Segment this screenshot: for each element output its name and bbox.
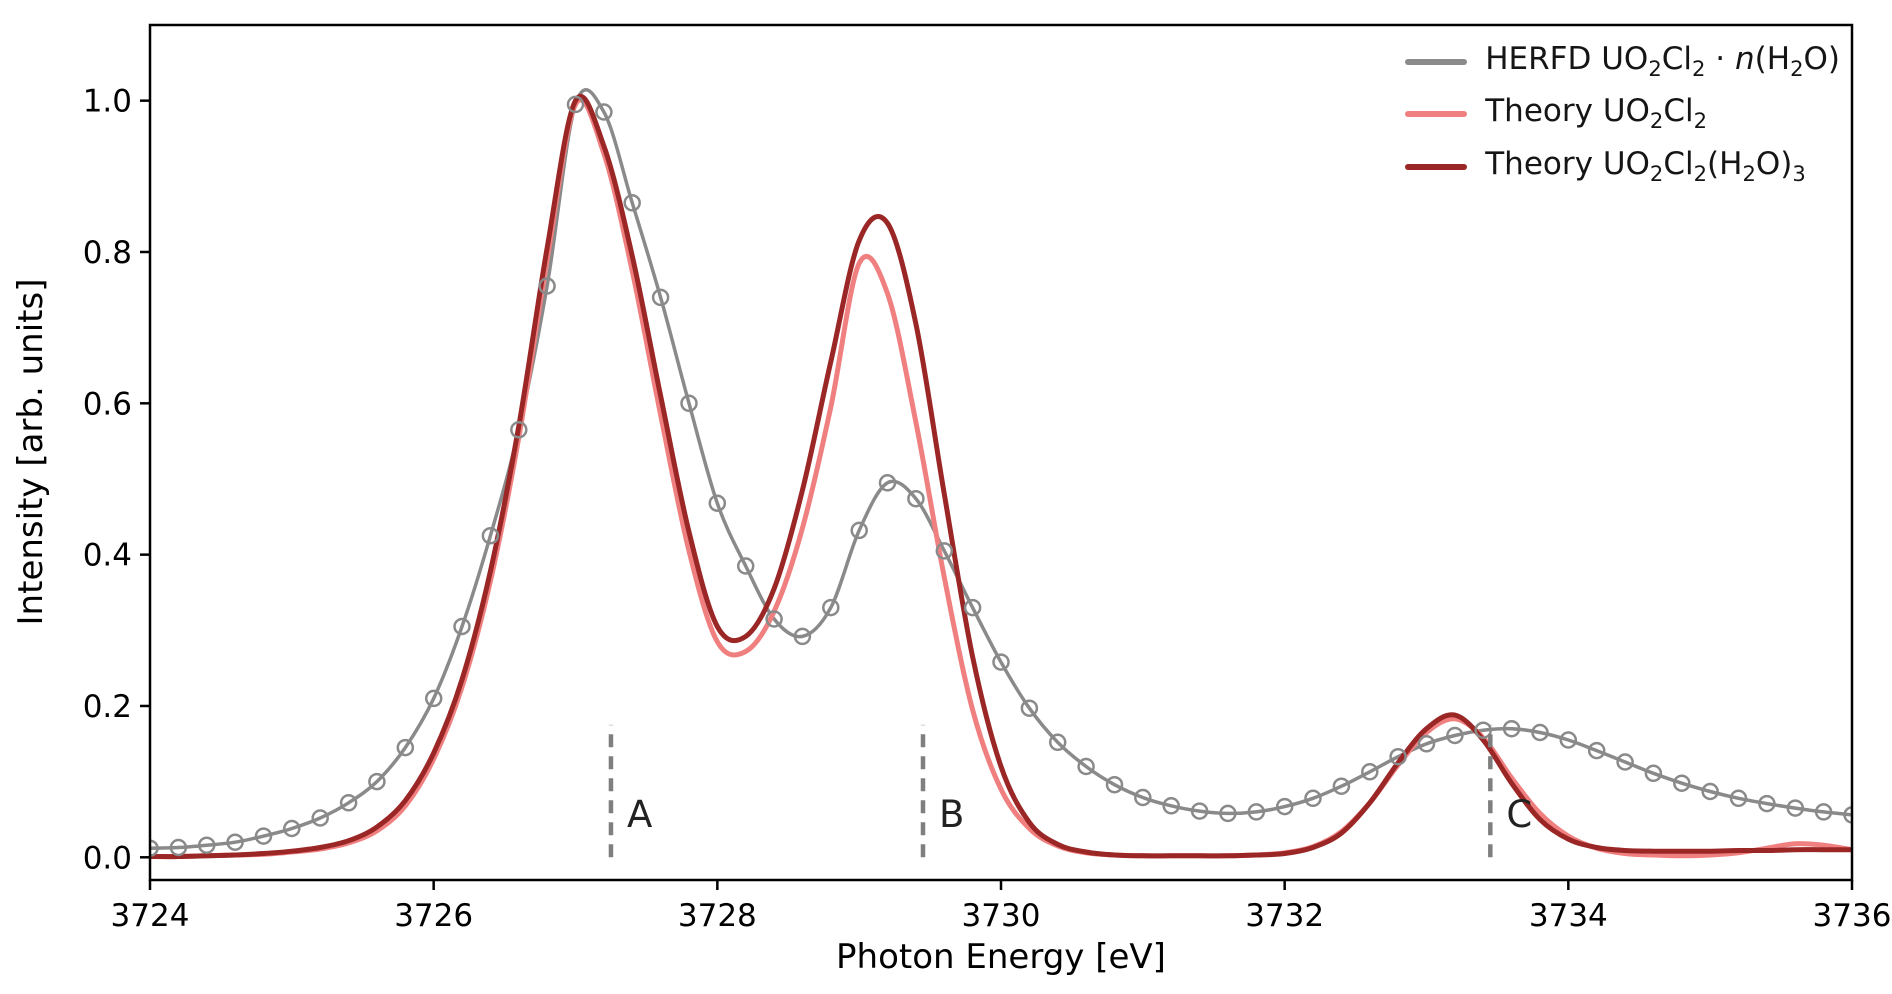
data-marker (935, 542, 954, 560)
data-marker (311, 809, 329, 827)
data-marker (708, 494, 727, 512)
y-tick-label: 0.6 (83, 386, 132, 422)
data-marker (651, 288, 670, 307)
legend-entry-label: HERFD UO2Cl2 · n(H2O) (1485, 41, 1840, 82)
data-marker (169, 838, 188, 857)
y-tick-label: 1.0 (83, 84, 132, 120)
data-marker (1389, 747, 1407, 766)
legend-entry-label: Theory UO2Cl2(H2O)3 (1485, 145, 1806, 187)
legend-entry-3: Theory UO2Cl2(H2O)3 (1405, 145, 1840, 187)
data-marker (1162, 797, 1180, 815)
y-axis: 0.0 0.2 0.4 0.6 0.8 1.0 (83, 84, 150, 876)
data-marker (481, 526, 500, 545)
x-tick-label: 3732 (1245, 898, 1324, 934)
data-marker (1361, 763, 1379, 781)
data-marker (396, 738, 415, 757)
data-marker (368, 772, 386, 791)
feature-markers-group: A B C (608, 724, 1532, 858)
legend-entry-label: Theory UO2Cl2 (1485, 93, 1708, 134)
data-marker (1644, 764, 1663, 783)
y-tick-label: 0.8 (83, 235, 132, 271)
data-marker (197, 836, 216, 854)
data-marker (226, 833, 244, 851)
data-marker (283, 819, 301, 838)
data-marker (1843, 806, 1852, 824)
legend-entry-1: HERFD UO2Cl2 · n(H2O) (1405, 41, 1840, 82)
series-group (150, 88, 1852, 860)
legend-line-sample (1405, 58, 1468, 65)
data-marker (1673, 774, 1691, 792)
data-marker (1474, 721, 1492, 739)
data-marker (1134, 788, 1152, 807)
data-marker (850, 521, 868, 540)
series-markers-herfd (150, 95, 1852, 857)
data-marker (339, 794, 358, 812)
legend-line-sample (1405, 111, 1468, 118)
data-marker (1729, 789, 1748, 808)
data-marker (736, 557, 755, 575)
data-marker (878, 474, 897, 492)
data-marker (1502, 719, 1521, 738)
series-line-herfd (150, 88, 1852, 850)
data-marker (1048, 733, 1067, 752)
y-axis-label: Intensity [arb. units] (11, 279, 51, 626)
data-marker (765, 610, 783, 628)
data-marker (1616, 753, 1634, 771)
data-marker (793, 627, 812, 646)
x-axis: 3724 3726 3728 3730 3732 3734 3736 (111, 880, 1892, 934)
data-marker (1275, 797, 1294, 816)
data-marker (254, 827, 273, 845)
data-marker (1219, 804, 1237, 823)
data-marker (1304, 789, 1322, 808)
data-marker (1446, 726, 1464, 745)
data-marker (1247, 803, 1266, 821)
feature-label-B: B (939, 793, 964, 836)
data-marker (150, 839, 159, 857)
data-marker (453, 617, 471, 636)
data-marker (538, 277, 556, 295)
data-marker (992, 653, 1010, 671)
data-marker (680, 394, 698, 413)
data-marker (1786, 799, 1805, 817)
data-marker (566, 95, 585, 114)
data-marker (907, 489, 925, 508)
data-marker (1559, 731, 1578, 749)
legend: HERFD UO2Cl2 · n(H2O) Theory UO2Cl2 Theory… (1405, 41, 1840, 187)
data-marker (1105, 775, 1124, 794)
y-tick-label: 0.0 (83, 840, 132, 876)
data-marker (1758, 794, 1776, 813)
legend-line-sample (1405, 163, 1468, 170)
data-marker (822, 598, 840, 617)
data-marker (510, 421, 528, 439)
x-axis-label: Photon Energy [eV] (836, 937, 1166, 977)
x-tick-label: 3734 (1529, 898, 1608, 934)
data-marker (1814, 803, 1833, 821)
y-tick-label: 0.4 (83, 538, 132, 574)
data-marker (595, 103, 613, 121)
y-tick-label: 0.2 (83, 689, 132, 725)
data-marker (1190, 802, 1209, 820)
data-marker (623, 194, 641, 212)
legend-entry-2: Theory UO2Cl2 (1405, 94, 1840, 133)
series-line-theory-uo2cl2-h2o3 (150, 93, 1852, 860)
feature-label-C: C (1506, 793, 1532, 836)
x-tick-label: 3724 (111, 898, 190, 934)
x-tick-label: 3736 (1813, 898, 1892, 934)
x-tick-label: 3726 (394, 898, 473, 934)
data-marker (1020, 699, 1039, 717)
data-marker (1077, 757, 1095, 776)
data-marker (1587, 741, 1606, 760)
data-marker (1701, 782, 1719, 801)
x-tick-label: 3728 (678, 898, 757, 934)
data-marker (1332, 777, 1351, 795)
data-marker (963, 598, 982, 617)
data-marker (1531, 723, 1549, 742)
data-marker (424, 689, 443, 708)
x-tick-label: 3730 (962, 898, 1041, 934)
data-marker (1417, 735, 1436, 753)
plot-border (148, 23, 1854, 882)
feature-label-A: A (627, 793, 652, 836)
